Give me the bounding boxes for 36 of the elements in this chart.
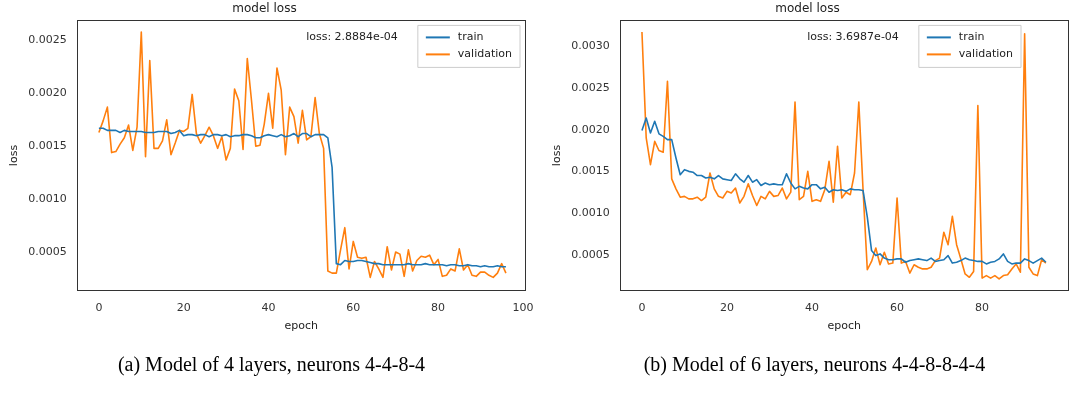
y-tick-label: 0.0025 (28, 33, 67, 47)
y-tick-label: 0.0005 (28, 244, 67, 258)
y-tick-label: 0.0020 (28, 86, 67, 100)
y-axis-title: loss (550, 144, 564, 167)
x-tick-label: 40 (805, 301, 820, 315)
x-axis-title: epoch (827, 319, 862, 333)
chart-title: model loss (232, 1, 297, 16)
y-tick-label: 0.0015 (28, 139, 67, 153)
x-tick-label: 0 (95, 301, 103, 315)
text: (a) Model of 4 layers, neurons 4-4-8-4 (116, 353, 427, 376)
x-tick-label: 100 (512, 301, 534, 315)
y-tick-label: 0.0025 (571, 80, 610, 94)
y-tick-label: 0.0005 (571, 247, 610, 261)
legend-label: validation (958, 47, 1014, 61)
annotation: loss: 2.8884e-04 (306, 30, 398, 44)
x-tick-label: 20 (719, 301, 734, 315)
y-tick-label: 0.0020 (571, 122, 610, 136)
y-tick-label: 0.0010 (28, 191, 67, 205)
y-tick-label: 0.0015 (571, 164, 610, 178)
y-tick-label: 0.0010 (571, 205, 610, 219)
x-tick-label: 80 (431, 301, 446, 315)
y-tick-label: 0.0030 (571, 39, 610, 53)
y-axis-title: loss (7, 144, 21, 167)
x-tick-label: 80 (975, 301, 990, 315)
legend-label: train (958, 30, 985, 44)
x-tick-label: 20 (176, 301, 191, 315)
x-tick-label: 60 (346, 301, 361, 315)
chart-title: model loss (775, 1, 840, 16)
x-tick-label: 0 (638, 301, 646, 315)
x-tick-label: 40 (261, 301, 276, 315)
x-tick-label: 60 (890, 301, 905, 315)
x-axis-title: epoch (284, 319, 319, 333)
text: (b) Model of 6 layers, neurons 4-4-8-8-4-4 (642, 353, 987, 376)
annotation: loss: 3.6987e-04 (807, 30, 899, 44)
legend-label: train (457, 30, 484, 44)
legend-label: validation (457, 47, 513, 61)
